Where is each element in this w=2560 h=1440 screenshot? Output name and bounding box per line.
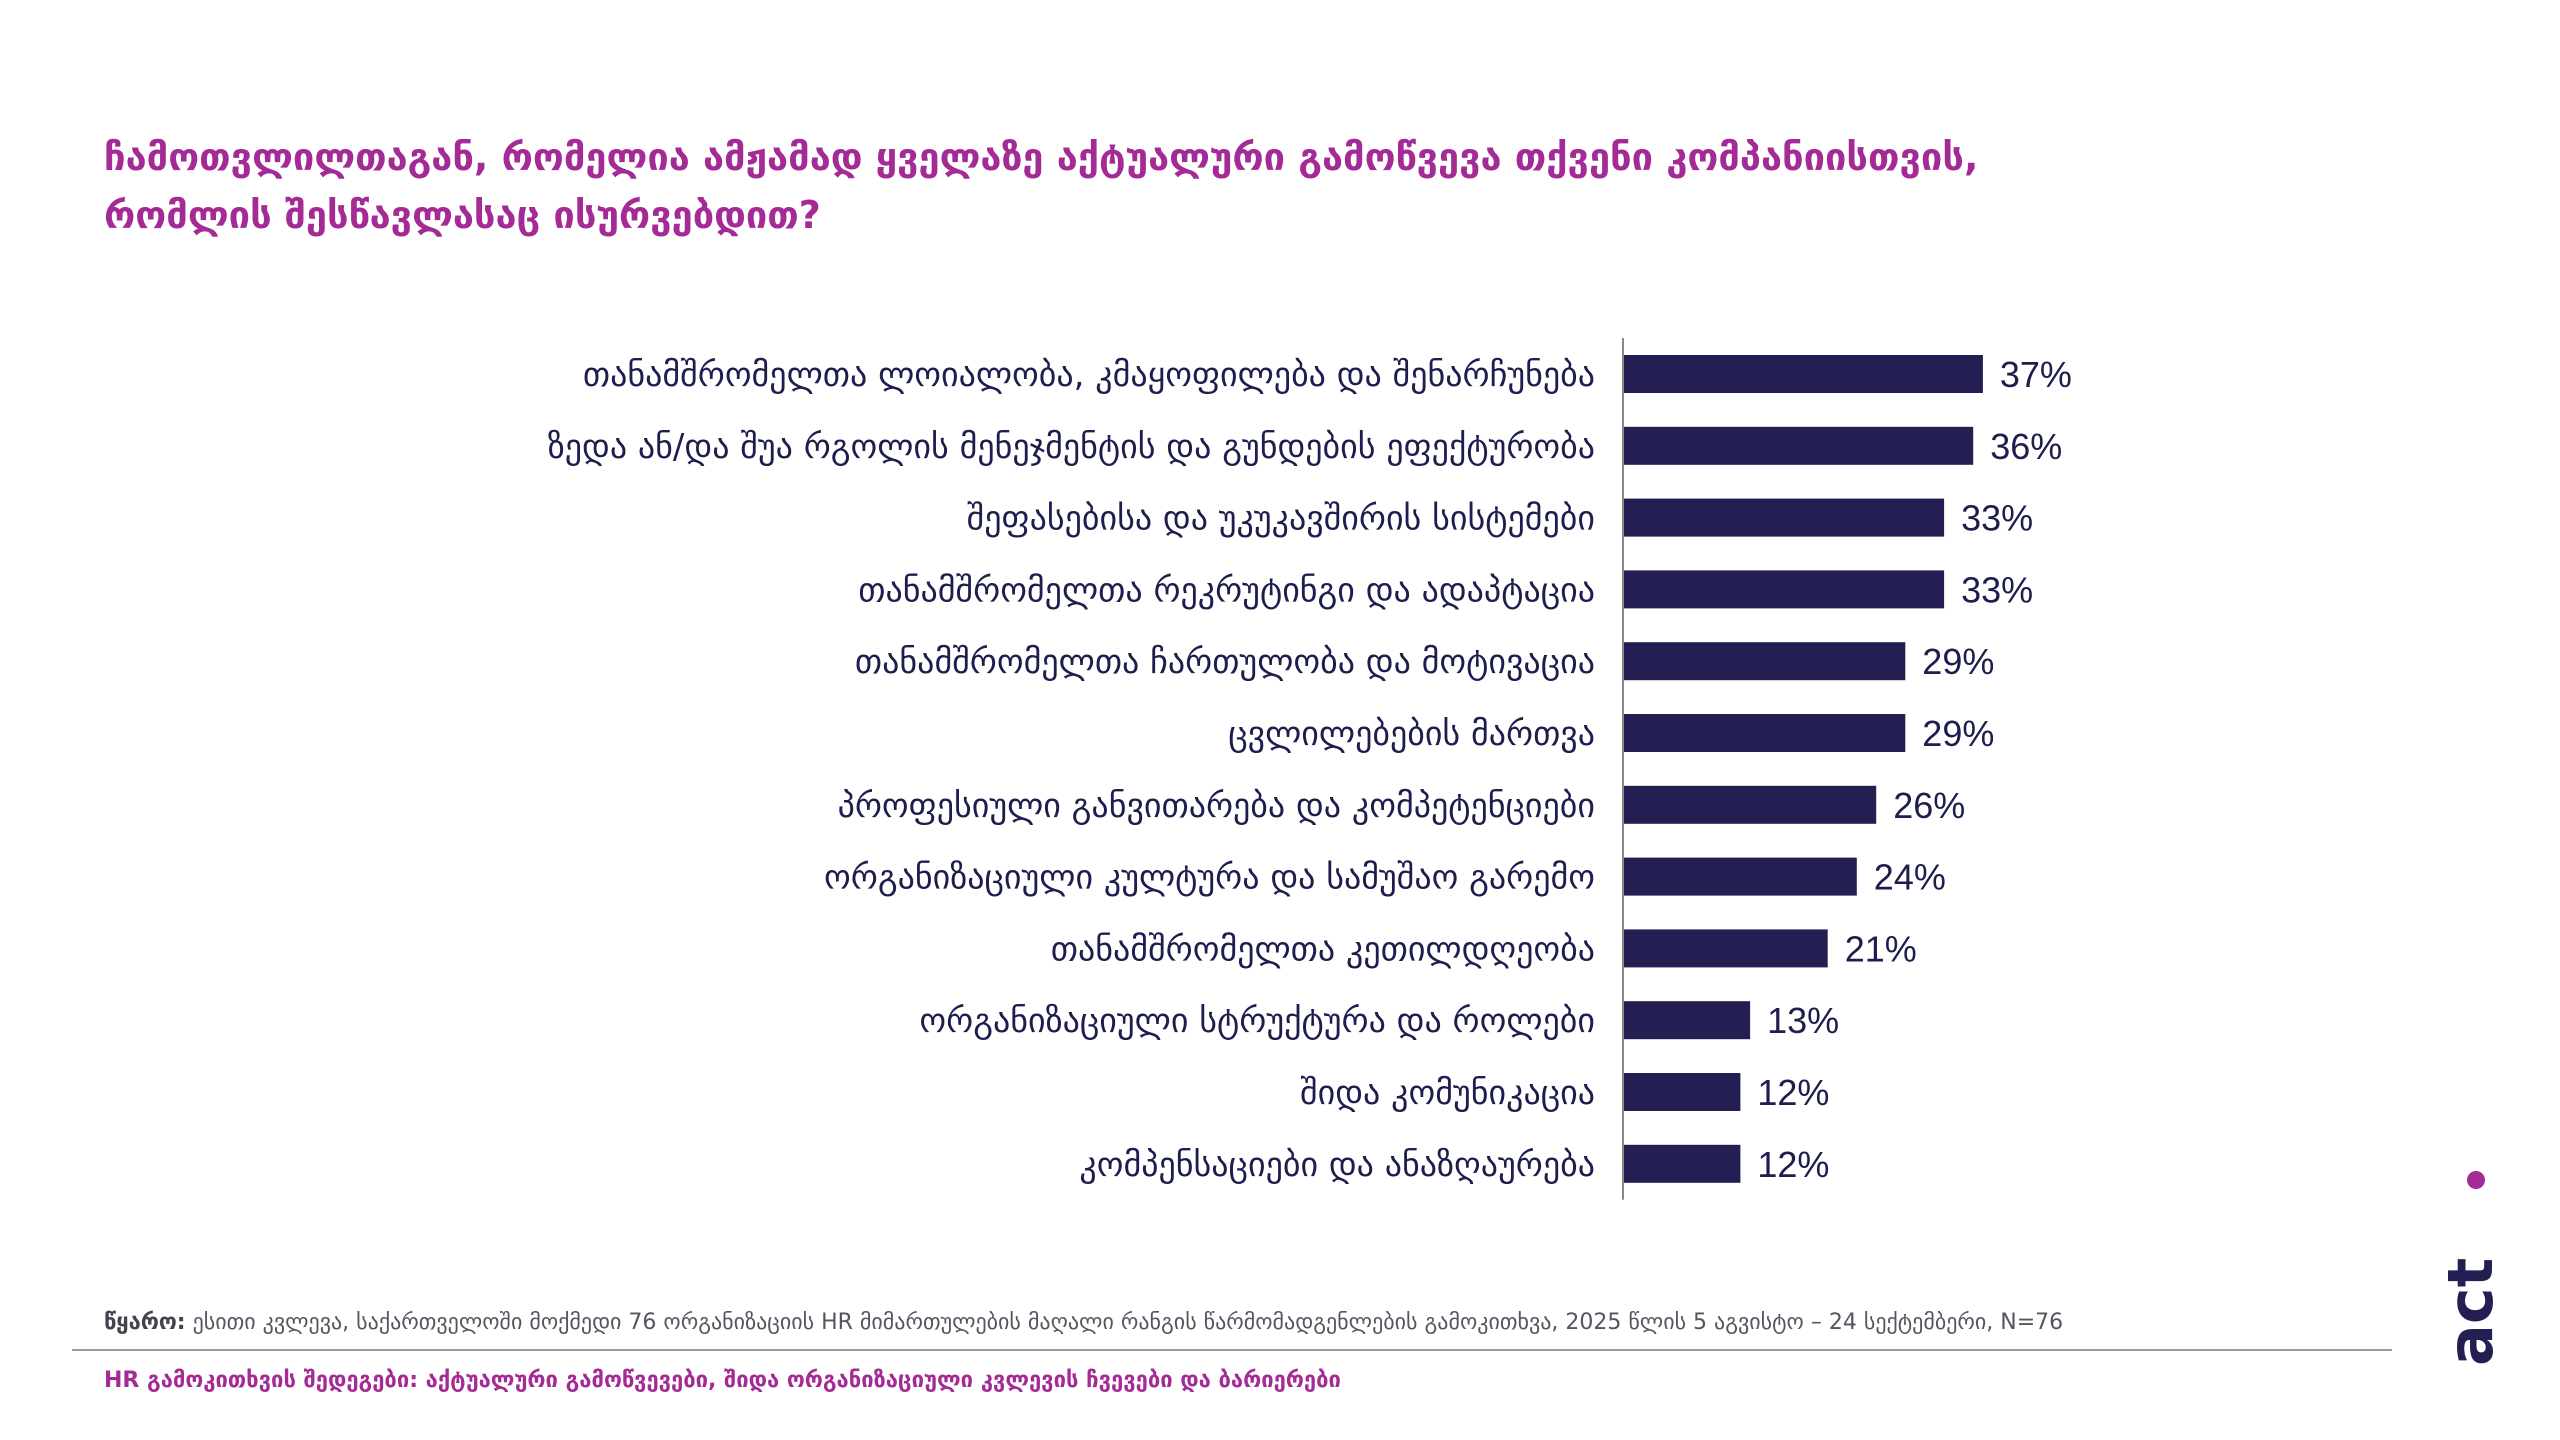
- value-label: 12%: [1757, 1144, 1829, 1185]
- value-label: 33%: [1961, 569, 2033, 610]
- bar: [1624, 498, 1945, 537]
- footer-title: HR გამოკითხვის შედეგები: აქტუალური გამოწ…: [104, 1368, 1341, 1393]
- bar: [1624, 785, 1877, 824]
- value-label: 29%: [1922, 713, 1994, 754]
- value-label: 33%: [1961, 498, 2033, 539]
- chart-title: ჩამოთვლილთაგან, რომელია ამჟამად ყველაზე …: [104, 128, 2404, 244]
- value-label: 37%: [2000, 354, 2072, 395]
- bar: [1624, 355, 1983, 393]
- value-label: 29%: [1922, 641, 1994, 682]
- bar-chart: თანამშრომელთა ლოიალობა, კმაყოფილება და შ…: [548, 338, 2072, 1200]
- category-label: კომპენსაციები და ანაზღაურება: [1079, 1145, 1595, 1185]
- source-note: წყარო: ესითი კვლევა, საქართველოში მოქმედ…: [104, 1310, 2063, 1335]
- bar: [1624, 1144, 1741, 1183]
- footer-divider: [72, 1349, 2392, 1351]
- bar: [1624, 1001, 1751, 1040]
- category-label: თანამშრომელთა რეკრუტინგი და ადაპტაცია: [858, 570, 1595, 610]
- category-label: ორგანიზაციული სტრუქტურა და როლები: [919, 1001, 1595, 1041]
- bar: [1624, 1073, 1741, 1111]
- chart-title-line-1: ჩამოთვლილთაგან, რომელია ამჟამად ყველაზე …: [104, 135, 1979, 179]
- category-label: შეფასებისა და უკუკავშირის სისტემები: [967, 499, 1595, 539]
- value-label: 21%: [1845, 928, 1917, 969]
- category-label: თანამშრომელთა ჩართულობა და მოტივაცია: [855, 642, 1595, 682]
- value-label: 13%: [1767, 1000, 1839, 1041]
- value-label: 26%: [1893, 785, 1965, 826]
- bar: [1624, 857, 1857, 896]
- category-label: თანამშრომელთა ლოიალობა, კმაყოფილება და შ…: [583, 355, 1595, 395]
- bar: [1624, 570, 1945, 609]
- source-label: წყარო:: [104, 1310, 186, 1335]
- bar: [1624, 929, 1828, 968]
- act-logo: act: [2440, 1171, 2500, 1366]
- value-label: 12%: [1757, 1072, 1829, 1113]
- bar: [1624, 714, 1906, 752]
- category-label: პროფესიული განვითარება და კომპეტენციები: [838, 786, 1595, 826]
- category-label: ცვლილებების მართვა: [1228, 714, 1595, 754]
- category-label: შიდა კომუნიკაცია: [1300, 1073, 1595, 1113]
- bar: [1624, 426, 1974, 465]
- category-label: თანამშრომელთა კეთილდღეობა: [1051, 929, 1595, 969]
- category-label: ზედა ან/და შუა რგოლის მენეჯმენტის და გუნ…: [548, 427, 1595, 467]
- category-label: ორგანიზაციული კულტურა და სამუშაო გარემო: [824, 858, 1595, 898]
- value-label: 24%: [1874, 857, 1946, 898]
- source-text: ესითი კვლევა, საქართველოში მოქმედი 76 ორ…: [185, 1310, 2064, 1335]
- logo-text: act: [2440, 1258, 2500, 1366]
- logo-dot: [2467, 1171, 2485, 1189]
- bar: [1624, 642, 1906, 681]
- chart-title-line-2: რომლის შესწავლასაც ისურვებდით?: [104, 193, 821, 237]
- value-label: 36%: [1990, 426, 2062, 467]
